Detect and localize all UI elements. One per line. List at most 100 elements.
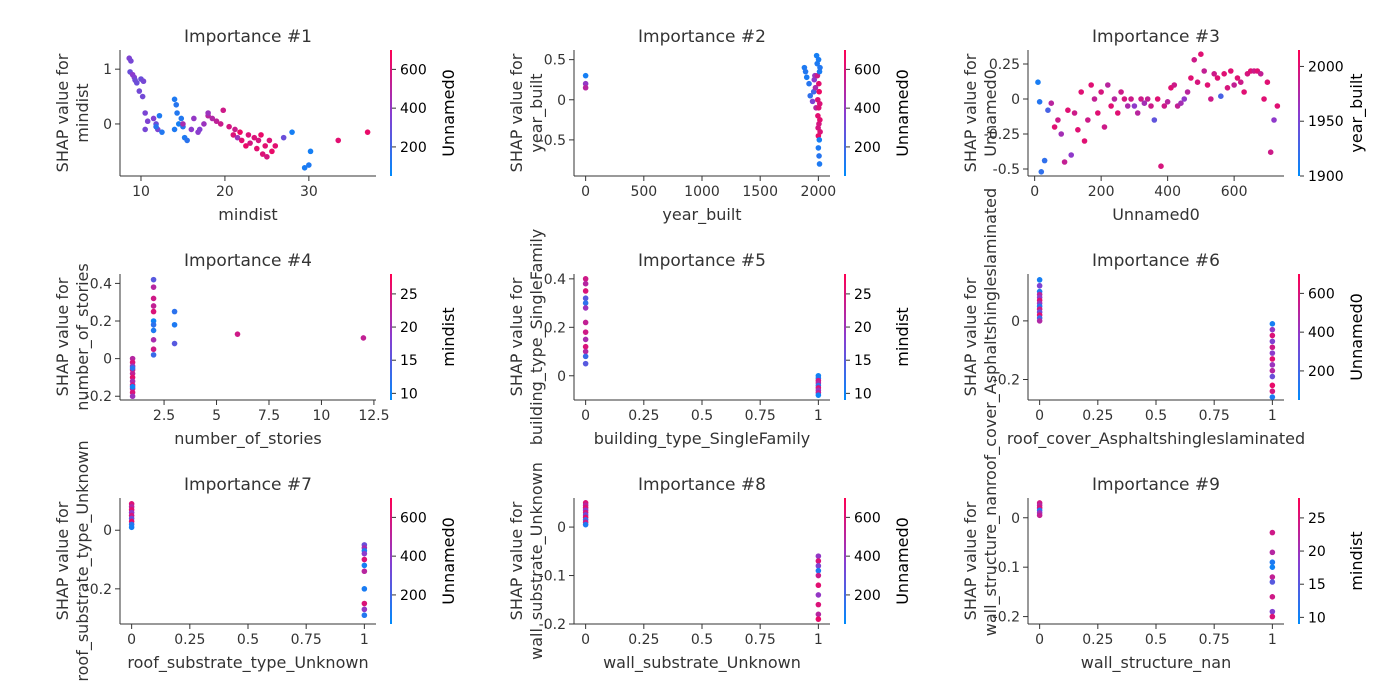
- colorbar-tick-label: 600: [400, 62, 427, 78]
- data-point: [139, 93, 146, 100]
- data-point: [1055, 117, 1061, 123]
- data-point: [1138, 96, 1144, 102]
- data-point: [1269, 367, 1276, 374]
- data-point: [815, 563, 822, 569]
- x-tick-label: 7.5: [258, 408, 280, 424]
- scatter-points: [582, 52, 823, 167]
- colorbar-tick-label: 200: [854, 140, 881, 156]
- x-tick-label: 0: [1030, 184, 1039, 200]
- data-point: [266, 137, 273, 144]
- data-point: [816, 161, 823, 167]
- data-point: [1269, 594, 1276, 600]
- data-point: [136, 88, 143, 94]
- data-point: [1061, 159, 1068, 165]
- x-tick-label: 200: [1088, 184, 1115, 200]
- y-tick-label: 0.5: [544, 53, 566, 69]
- x-axis-label: mindist: [218, 205, 277, 224]
- colorbar-tick-label: 25: [400, 287, 418, 303]
- data-point: [243, 143, 249, 149]
- data-point: [364, 129, 371, 135]
- data-point: [237, 129, 243, 135]
- y-tick-label: 0: [1011, 314, 1020, 330]
- data-point: [1274, 103, 1281, 109]
- data-point: [1171, 82, 1178, 88]
- x-tick-label: 0.75: [291, 632, 322, 648]
- data-point: [809, 98, 816, 105]
- scatter-points: [129, 276, 367, 400]
- data-point: [815, 553, 822, 559]
- data-point: [1075, 127, 1081, 133]
- data-point: [582, 80, 589, 87]
- y-axis-label: SHAP value forwall_substrate_Unknown: [507, 462, 547, 660]
- data-point: [280, 134, 287, 141]
- data-point: [806, 80, 812, 87]
- colorbar: [390, 50, 392, 176]
- colorbar-tick-label: 15: [854, 353, 872, 369]
- data-point: [1045, 107, 1051, 113]
- data-point: [1269, 608, 1276, 615]
- data-point: [128, 58, 134, 64]
- colorbar: [390, 274, 392, 400]
- data-point: [1161, 103, 1168, 109]
- data-point: [582, 295, 589, 302]
- data-point: [815, 592, 822, 598]
- data-point: [1269, 579, 1276, 585]
- colorbar-tick-label: 15: [1308, 577, 1326, 593]
- colorbar: [390, 498, 392, 624]
- colorbar-tick-label: 600: [400, 510, 427, 526]
- data-point: [816, 153, 822, 159]
- data-point: [1095, 110, 1101, 116]
- x-tick-label: 1: [814, 632, 823, 648]
- data-point: [238, 137, 245, 144]
- y-tick-label: -0.2: [539, 617, 566, 633]
- y-tick-label: 0: [557, 369, 566, 385]
- data-point: [196, 126, 203, 133]
- x-tick-label: 0: [127, 632, 136, 648]
- y-tick-label: -0.2: [85, 389, 112, 405]
- x-tick-label: 1500: [742, 184, 778, 200]
- data-point: [1194, 79, 1201, 85]
- data-point: [1154, 96, 1161, 102]
- data-point: [1257, 71, 1264, 77]
- y-tick-label: -0.2: [993, 372, 1020, 388]
- panel-2: Importance #2 0 500 1000 1500 2000 -0.5 0 0.5 yea…: [507, 27, 912, 225]
- data-point: [171, 126, 178, 133]
- data-point: [1241, 89, 1247, 95]
- x-tick-label: 0.75: [1199, 632, 1230, 648]
- data-point: [180, 121, 186, 127]
- data-point: [815, 145, 822, 151]
- data-point: [251, 134, 258, 141]
- data-point: [582, 276, 589, 282]
- data-point: [582, 521, 589, 528]
- x-tick-label: 5: [212, 408, 221, 424]
- data-point: [1269, 388, 1276, 395]
- data-point: [1237, 79, 1244, 85]
- data-point: [188, 126, 195, 133]
- data-point: [307, 148, 314, 155]
- colorbar-tick-label: 10: [854, 386, 872, 402]
- data-point: [1271, 117, 1277, 123]
- data-point: [129, 393, 136, 400]
- colorbar-tick-label: 20: [1308, 544, 1326, 560]
- x-tick-label: 400: [1154, 184, 1181, 200]
- panel-title: Importance #1: [184, 27, 312, 47]
- colorbar-tick-label: 400: [400, 549, 427, 565]
- data-point: [1269, 362, 1276, 368]
- data-point: [184, 137, 190, 144]
- x-tick-label: 0.5: [1145, 632, 1167, 648]
- data-point: [150, 308, 157, 315]
- colorbar-label: mindist: [893, 307, 912, 366]
- data-point: [1118, 89, 1124, 95]
- x-tick-label: 1: [1268, 408, 1277, 424]
- data-point: [150, 115, 157, 122]
- x-tick-label: 600: [1221, 184, 1248, 200]
- data-point: [1048, 100, 1055, 106]
- y-tick-label: -0.2: [85, 582, 112, 598]
- data-point: [582, 280, 589, 287]
- data-point: [213, 118, 220, 125]
- colorbar-tick-label: 10: [1308, 610, 1326, 626]
- panel-8: Importance #8 0 0.25 0.5 0.75 1 -0.2 -0.1 0 wall_…: [507, 462, 912, 673]
- x-tick-label: 0.75: [745, 632, 776, 648]
- data-point: [1121, 96, 1128, 102]
- data-point: [1208, 96, 1214, 102]
